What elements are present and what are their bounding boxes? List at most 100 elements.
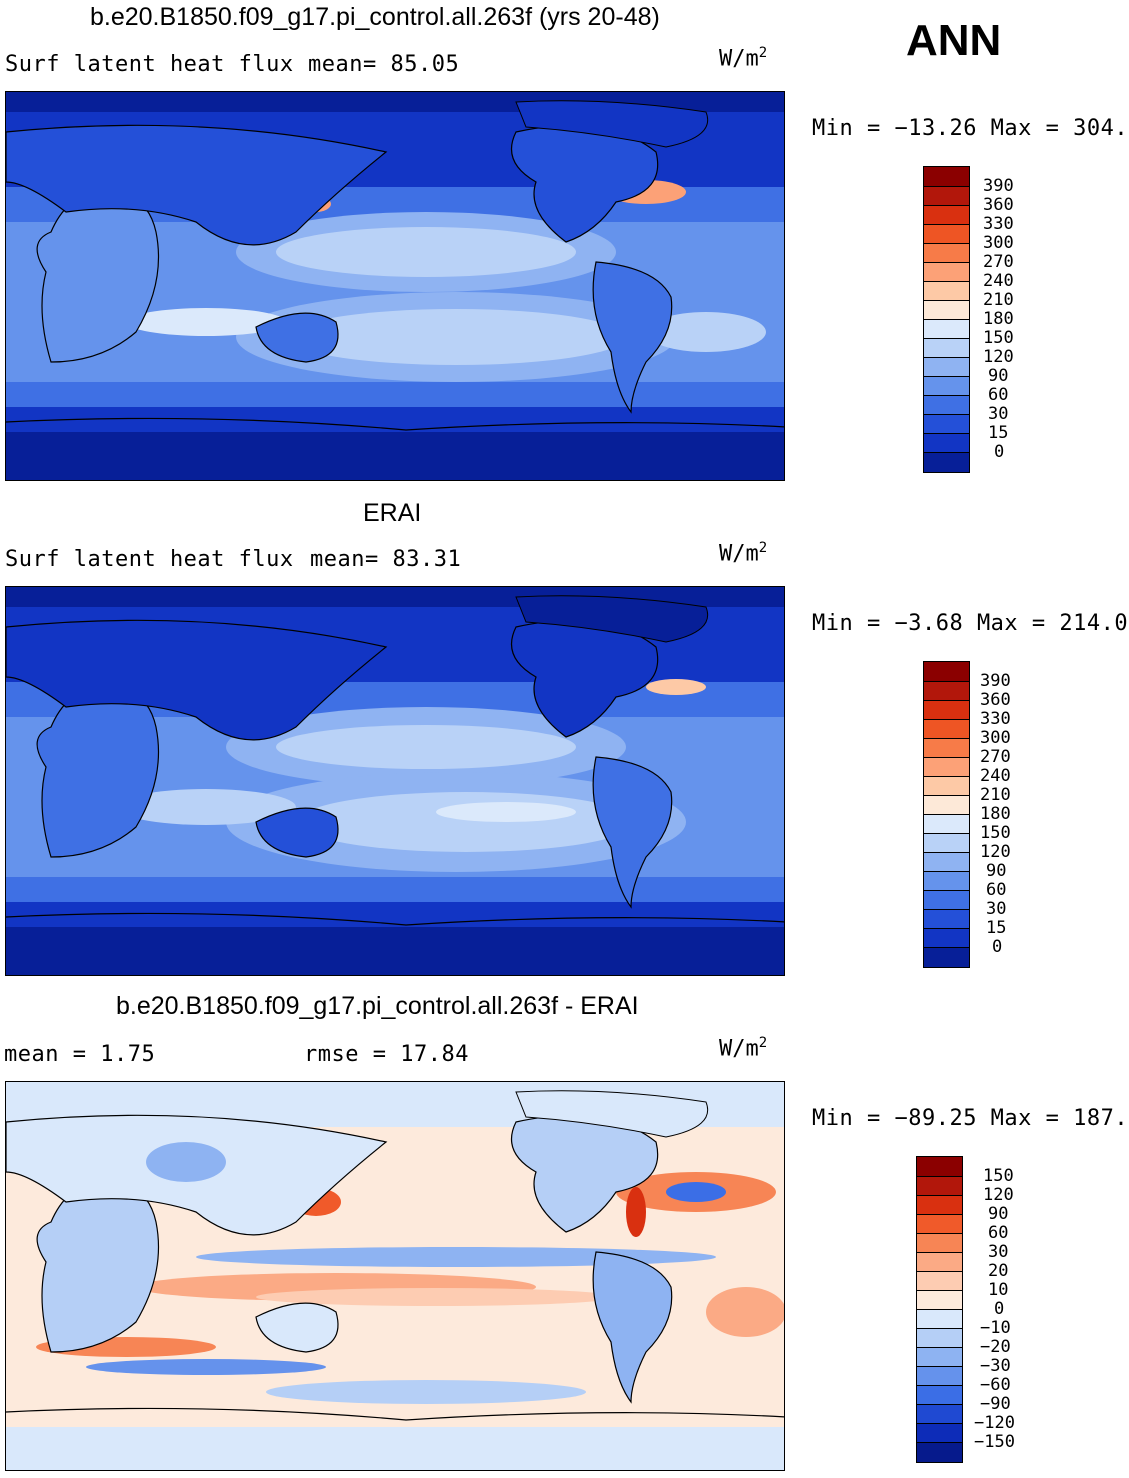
panel2-cbar-label: 180 bbox=[980, 804, 1011, 824]
panel2-cbar-swatch bbox=[924, 928, 969, 948]
panel1-cbar-swatch bbox=[924, 281, 969, 301]
panel1-cbar-swatch bbox=[924, 262, 969, 282]
panel2-cbar-label: 300 bbox=[980, 728, 1011, 748]
panel3-cbar-label: −30 bbox=[980, 1356, 1011, 1376]
panel2-cbar-swatch bbox=[924, 814, 969, 834]
panel3-minmax: Min = −89.25 Max = 187.29 bbox=[812, 1106, 1129, 1131]
panel2-cbar-label: 150 bbox=[980, 823, 1011, 843]
panel1-cbar-label: 60 bbox=[988, 385, 1009, 405]
panel1-cbar-label: 300 bbox=[983, 233, 1014, 253]
panel1-cbar-swatch bbox=[924, 395, 969, 415]
panel3-cbar-label: 90 bbox=[988, 1204, 1009, 1224]
panel3-cbar-swatch bbox=[917, 1423, 962, 1443]
panel1-cbar-swatch bbox=[924, 452, 969, 472]
panel1-cbar-label: 150 bbox=[983, 328, 1014, 348]
panel3-rmse-label: rmse = 17.84 bbox=[304, 1042, 469, 1067]
panel2-cbar-swatch bbox=[924, 795, 969, 815]
panel2-cbar-label: 270 bbox=[980, 747, 1011, 767]
panel3-cbar-label: −150 bbox=[974, 1432, 1015, 1452]
panel2-title: ERAI bbox=[363, 499, 422, 527]
panel3-map-svg bbox=[6, 1082, 784, 1470]
panel1-cbar-swatch bbox=[924, 300, 969, 320]
panel1-cbar-swatch bbox=[924, 319, 969, 339]
panel2-cbar-label: 0 bbox=[992, 937, 1003, 957]
panel3-cbar-swatch bbox=[917, 1271, 962, 1291]
panel3-cbar-swatch bbox=[917, 1195, 962, 1215]
panel3-mean-label: mean = 1.75 bbox=[4, 1042, 156, 1067]
panel3-cbar-swatch bbox=[917, 1442, 962, 1462]
panel2-map-svg bbox=[6, 587, 784, 975]
panel1-cbar-swatch bbox=[924, 243, 969, 263]
panel1-cbar-label: 180 bbox=[983, 309, 1014, 329]
panel2-minmax: Min = −3.68 Max = 214.05 bbox=[812, 611, 1129, 636]
panel3-cbar-label: −90 bbox=[980, 1394, 1011, 1414]
panel1-minmax: Min = −13.26 Max = 304.75 bbox=[812, 116, 1129, 141]
panel1-cbar-label: 120 bbox=[983, 347, 1014, 367]
panel2-cbar-label: 60 bbox=[986, 880, 1007, 900]
panel2-mean-label: mean= 83.31 bbox=[310, 547, 462, 572]
panel2-cbar-label: 390 bbox=[980, 671, 1011, 691]
panel1-cbar-label: 210 bbox=[983, 290, 1014, 310]
panel3-title: b.e20.B1850.f09_g17.pi_control.all.263f … bbox=[116, 992, 639, 1020]
panel1-cbar-label: 330 bbox=[983, 214, 1014, 234]
panel1-cbar-swatch bbox=[924, 205, 969, 225]
panel2-cbar-label: 330 bbox=[980, 709, 1011, 729]
panel2-cbar-swatch bbox=[924, 719, 969, 739]
panel1-map-svg bbox=[6, 92, 784, 480]
panel1-cbar-swatch bbox=[924, 338, 969, 358]
panel1-cbar-label: 240 bbox=[983, 271, 1014, 291]
panel1-cbar-swatch bbox=[924, 357, 969, 377]
panel1-cbar-swatch bbox=[924, 167, 969, 187]
panel3-cbar-swatch bbox=[917, 1176, 962, 1196]
panel3-cbar-swatch bbox=[917, 1328, 962, 1348]
panel2-units: W/m2 bbox=[719, 540, 768, 567]
panel3-cbar-swatch bbox=[917, 1347, 962, 1367]
panel2-cbar-swatch bbox=[924, 890, 969, 910]
panel3-cbar-swatch bbox=[917, 1214, 962, 1234]
panel1-cbar-swatch bbox=[924, 224, 969, 244]
panel3-cbar-label: 20 bbox=[988, 1261, 1009, 1281]
panel3-cbar-label: 150 bbox=[983, 1166, 1014, 1186]
panel2-cbar-swatch bbox=[924, 662, 969, 682]
panel3-cbar-swatch bbox=[917, 1404, 962, 1424]
panel2-cbar-label: 120 bbox=[980, 842, 1011, 862]
panel3-cbar-label: 10 bbox=[988, 1280, 1009, 1300]
panel1-cbar-swatch bbox=[924, 186, 969, 206]
panel3-cbar-swatch bbox=[917, 1290, 962, 1310]
panel3-cbar-label: 60 bbox=[988, 1223, 1009, 1243]
panel2-cbar-label: 210 bbox=[980, 785, 1011, 805]
panel3-cbar-swatch bbox=[917, 1385, 962, 1405]
panel1-cbar-label: 0 bbox=[994, 442, 1005, 462]
panel2-cbar-swatch bbox=[924, 833, 969, 853]
panel3-units: W/m2 bbox=[719, 1035, 768, 1062]
panel2-cbar-label: 90 bbox=[986, 861, 1007, 881]
panel3-cbar-swatch bbox=[917, 1157, 962, 1177]
panel3-cbar-label: 120 bbox=[983, 1185, 1014, 1205]
panel2-cbar-label: 240 bbox=[980, 766, 1011, 786]
panel3-cbar-label: −120 bbox=[974, 1413, 1015, 1433]
panel3-cbar-swatch bbox=[917, 1233, 962, 1253]
panel2-cbar-label: 15 bbox=[986, 918, 1007, 938]
panel2-cbar-swatch bbox=[924, 757, 969, 777]
panel3-map bbox=[5, 1081, 785, 1471]
panel1-cbar-label: 390 bbox=[983, 176, 1014, 196]
panel2-cbar-swatch bbox=[924, 776, 969, 796]
panel1-colorbar bbox=[923, 166, 970, 473]
panel1-cbar-label: 90 bbox=[988, 366, 1009, 386]
panel3-cbar-label: 30 bbox=[988, 1242, 1009, 1262]
panel1-map bbox=[5, 91, 785, 481]
panel2-cbar-swatch bbox=[924, 681, 969, 701]
panel1-cbar-label: 270 bbox=[983, 252, 1014, 272]
panel2-field-label: Surf latent heat flux bbox=[5, 547, 294, 572]
panel2-cbar-swatch bbox=[924, 700, 969, 720]
panel3-cbar-swatch bbox=[917, 1309, 962, 1329]
panel1-cbar-swatch bbox=[924, 376, 969, 396]
panel3-cbar-label: −10 bbox=[980, 1318, 1011, 1338]
panel3-cbar-label: −20 bbox=[980, 1337, 1011, 1357]
panel2-colorbar bbox=[923, 661, 970, 968]
panel2-cbar-swatch bbox=[924, 738, 969, 758]
panel3-cbar-label: −60 bbox=[980, 1375, 1011, 1395]
panel2-map bbox=[5, 586, 785, 976]
panel3-colorbar bbox=[916, 1156, 963, 1463]
panel1-cbar-label: 360 bbox=[983, 195, 1014, 215]
